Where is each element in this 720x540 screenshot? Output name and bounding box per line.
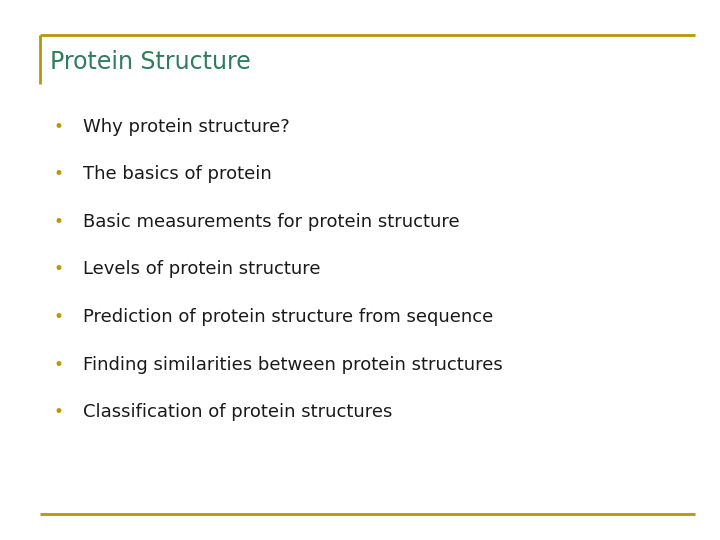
Text: The basics of protein: The basics of protein — [83, 165, 271, 184]
Text: Why protein structure?: Why protein structure? — [83, 118, 289, 136]
Text: •: • — [54, 165, 64, 184]
Text: •: • — [54, 355, 64, 374]
Text: Levels of protein structure: Levels of protein structure — [83, 260, 320, 279]
Text: Classification of protein structures: Classification of protein structures — [83, 403, 392, 421]
Text: Protein Structure: Protein Structure — [50, 50, 251, 74]
Text: Prediction of protein structure from sequence: Prediction of protein structure from seq… — [83, 308, 493, 326]
Text: •: • — [54, 260, 64, 279]
Text: •: • — [54, 213, 64, 231]
Text: Basic measurements for protein structure: Basic measurements for protein structure — [83, 213, 459, 231]
Text: •: • — [54, 403, 64, 421]
Text: •: • — [54, 308, 64, 326]
Text: •: • — [54, 118, 64, 136]
Text: Finding similarities between protein structures: Finding similarities between protein str… — [83, 355, 503, 374]
